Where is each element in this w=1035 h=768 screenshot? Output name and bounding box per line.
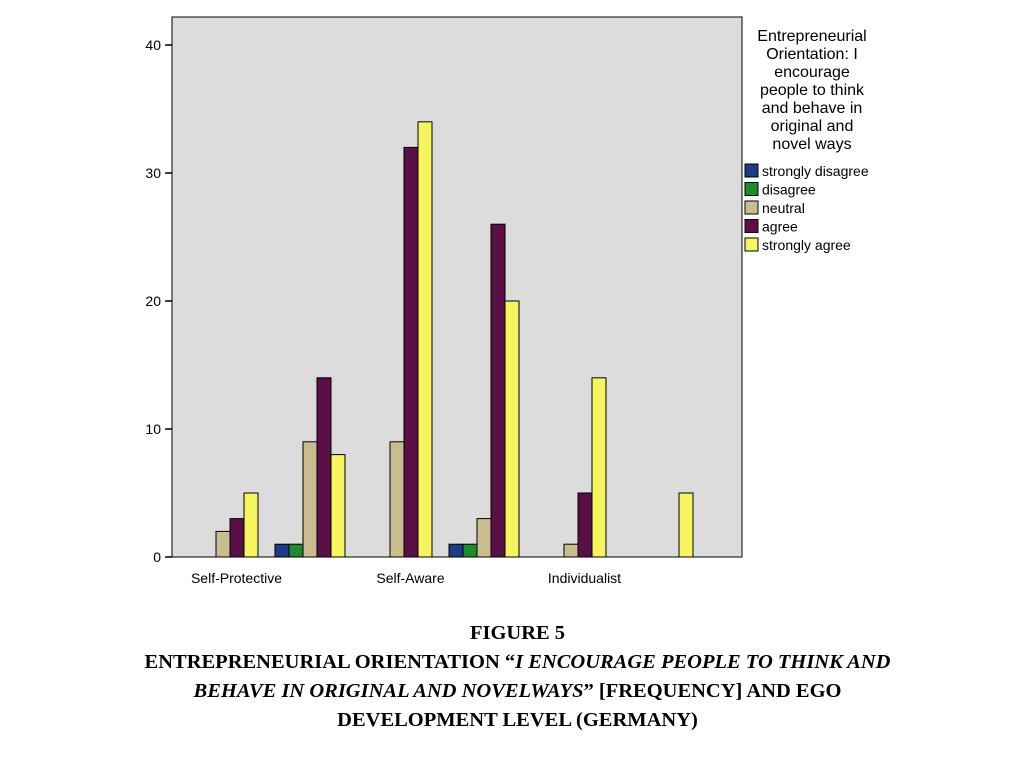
legend-entry-label: disagree bbox=[762, 182, 816, 198]
bar bbox=[577, 492, 593, 558]
figure-caption: FIGURE 5 ENTREPRENEURIAL ORIENTATION “I … bbox=[0, 619, 1035, 735]
legend-title-line: Entrepreneurial bbox=[757, 28, 866, 45]
x-axis-labels: Self-Protective Self-Aware Individualist bbox=[191, 570, 621, 586]
legend-swatch bbox=[744, 219, 759, 233]
figure-number: FIGURE 5 bbox=[469, 622, 566, 644]
bar bbox=[330, 454, 346, 558]
legend-title-line: Orientation: I bbox=[766, 46, 858, 63]
bar bbox=[462, 543, 478, 558]
legend-swatch bbox=[744, 163, 759, 178]
plot-area bbox=[171, 16, 743, 558]
bar bbox=[563, 543, 579, 558]
bar bbox=[591, 377, 607, 558]
legend-title-line: and behave in bbox=[762, 100, 863, 117]
legend-title-line: people to think bbox=[760, 82, 865, 99]
legend-entry-label: neutral bbox=[762, 200, 805, 216]
bar bbox=[490, 223, 506, 558]
legend-swatch bbox=[744, 200, 759, 215]
bar bbox=[504, 300, 520, 558]
bar bbox=[316, 377, 332, 558]
bar bbox=[476, 518, 492, 558]
legend-title-line: original and bbox=[771, 118, 854, 135]
bar bbox=[417, 121, 433, 558]
y-tick-label: 40 bbox=[145, 37, 161, 53]
caption-line-3: BEHAVE IN ORIGINAL AND NOVELWAYS” [FREQU… bbox=[193, 680, 842, 702]
legend-entry-label: strongly disagree bbox=[762, 163, 869, 179]
caption-line-4: DEVELOPMENT LEVEL (GERMANY) bbox=[337, 709, 698, 731]
bar bbox=[288, 543, 304, 558]
bar bbox=[215, 530, 231, 558]
bar bbox=[403, 146, 419, 558]
bar bbox=[229, 518, 245, 558]
legend-swatch bbox=[744, 237, 759, 252]
x-category-label: Self-Protective bbox=[191, 570, 282, 586]
legend-entry-label: strongly agree bbox=[762, 237, 851, 253]
bars-layer bbox=[215, 121, 694, 558]
x-category-label: Self-Aware bbox=[376, 570, 444, 586]
chart: 0 10 20 30 40 Self-Protective Self-Aware Indiv… bbox=[145, 16, 869, 586]
bar bbox=[389, 441, 405, 558]
bar bbox=[678, 492, 694, 558]
bar bbox=[448, 543, 464, 558]
bar bbox=[302, 441, 318, 558]
caption-line-2: ENTREPRENEURIAL ORIENTATION “I ENCOURAGE… bbox=[144, 651, 891, 673]
y-tick-label: 10 bbox=[145, 421, 161, 437]
legend-entry-label: agree bbox=[762, 219, 798, 235]
bar bbox=[274, 543, 290, 558]
legend-title-line: encourage bbox=[774, 64, 850, 81]
y-tick-label: 30 bbox=[145, 165, 161, 181]
bar bbox=[243, 492, 259, 558]
y-axis-ticks: 0 10 20 30 40 bbox=[145, 37, 172, 565]
y-tick-label: 0 bbox=[153, 549, 161, 565]
y-tick-label: 20 bbox=[145, 293, 161, 309]
legend-title-line: novel ways bbox=[772, 136, 851, 153]
legend-swatch bbox=[744, 182, 759, 196]
x-category-label: Individualist bbox=[548, 570, 621, 586]
